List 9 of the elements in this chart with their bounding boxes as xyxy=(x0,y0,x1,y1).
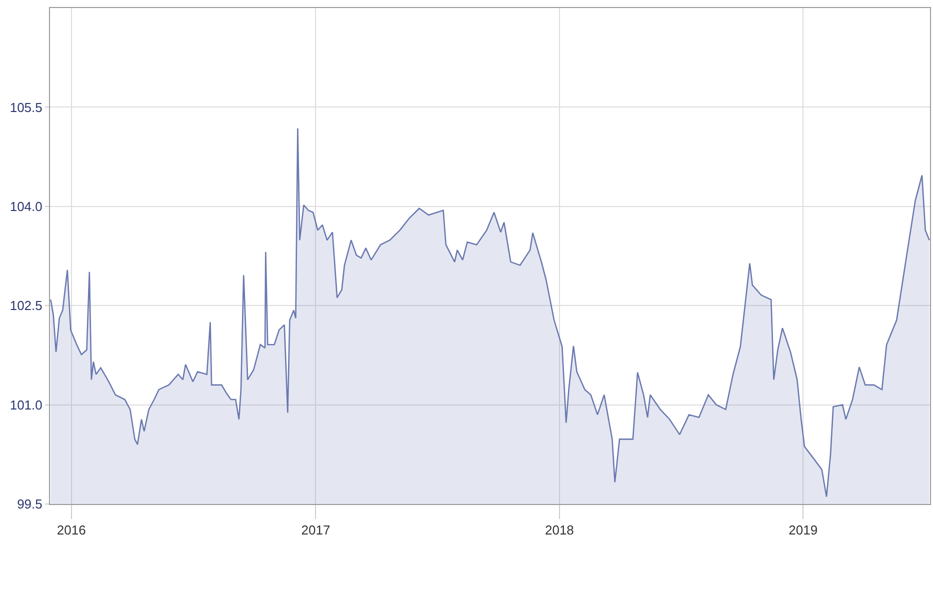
x-tick-label: 2017 xyxy=(301,522,330,538)
x-tick-label: 2018 xyxy=(544,522,574,538)
y-tick-label: 99.5 xyxy=(17,496,42,512)
y-tick-label: 104.0 xyxy=(10,198,42,214)
x-tick-label: 2016 xyxy=(56,522,86,538)
y-tick-label: 101.0 xyxy=(10,397,42,412)
y-tick-label: 102.5 xyxy=(10,298,42,314)
y-tick-label: 105.5 xyxy=(10,100,42,115)
x-tick-label: 2019 xyxy=(788,522,818,538)
